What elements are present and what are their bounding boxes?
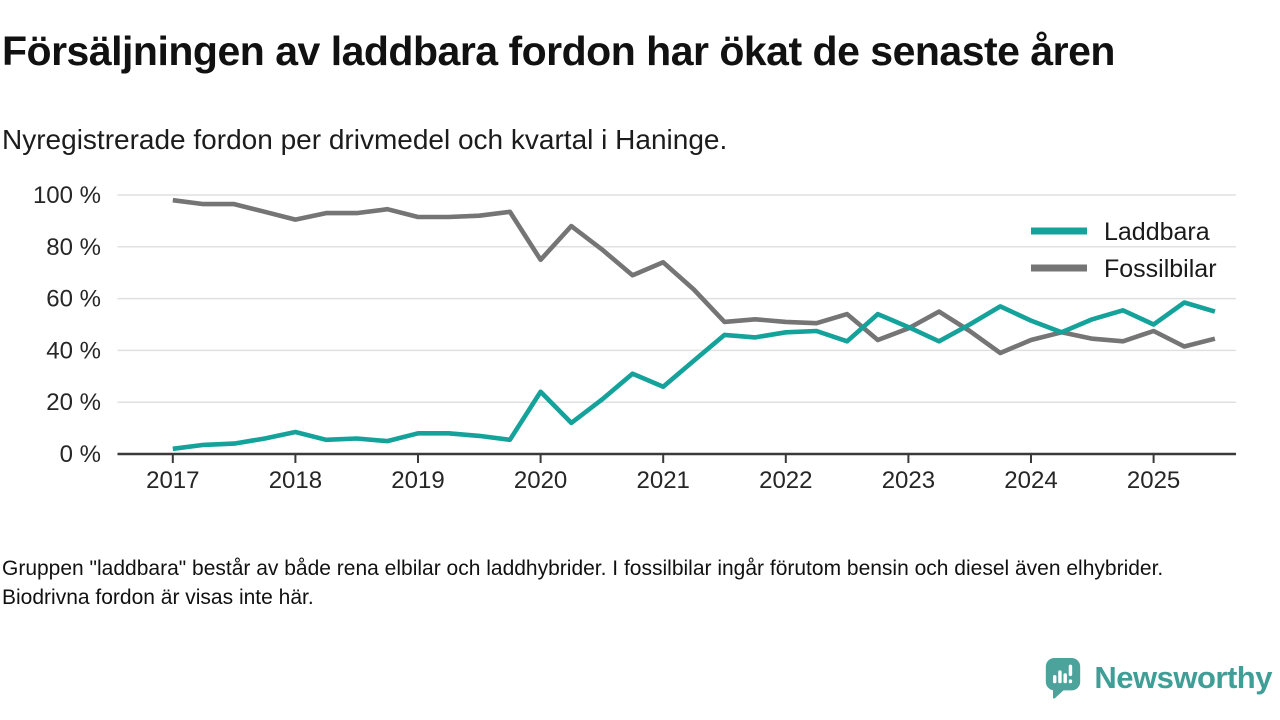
logo-bar-1 — [1053, 675, 1057, 684]
x-tick-label: 2025 — [1127, 467, 1180, 494]
speech-bubble-shape — [1046, 657, 1081, 699]
series-line-laddbara — [172, 300, 1216, 452]
x-tick-label: 2018 — [269, 467, 322, 494]
footnote: Gruppen "laddbara" består av både rena e… — [2, 557, 1164, 609]
y-tick-label: 40 % — [46, 337, 101, 364]
logo-bar-3 — [1063, 673, 1068, 684]
legend-label-laddbara: Laddbara — [1104, 218, 1210, 246]
logo-exclamation-stem — [1069, 664, 1073, 677]
x-tick-label: 2024 — [1004, 467, 1057, 494]
chart-title: Försäljningen av laddbara fordon har öka… — [2, 28, 1115, 74]
chart-svg: 0 % 20 % 40 % 60 % 80 % 100 % 2017 2018 2019 2020… — [33, 182, 1236, 494]
newsworthy-wordmark: Newsworthy — [1094, 660, 1272, 695]
y-tick-label: 0 % — [60, 441, 101, 468]
x-tick-label: 2021 — [637, 467, 690, 494]
bar-chart-speech-bubble-icon — [1046, 657, 1081, 699]
x-tick-label: 2020 — [514, 467, 567, 494]
logo-bar-2 — [1058, 670, 1063, 684]
x-tick-label: 2023 — [882, 467, 935, 494]
legend-label-fossilbilar: Fossilbilar — [1104, 255, 1217, 283]
y-tick-label: 80 % — [46, 234, 101, 261]
y-tick-label: 60 % — [46, 286, 101, 313]
y-tick-label: 100 % — [33, 182, 101, 209]
newsworthy-branding: Newsworthy — [1042, 648, 1272, 708]
x-tick-label: 2019 — [391, 467, 444, 494]
series-line-fossilbilar — [172, 197, 1216, 356]
x-tick-label: 2017 — [146, 467, 199, 494]
x-tick-label: 2022 — [759, 467, 812, 494]
line-chart: 0 % 20 % 40 % 60 % 80 % 100 % 2017 2018 2019 2020… — [0, 180, 1280, 510]
y-tick-label: 20 % — [46, 389, 101, 416]
chart-subtitle: Nyregistrerade fordon per drivmedel och … — [2, 124, 728, 155]
logo-exclamation-dot — [1069, 679, 1073, 684]
